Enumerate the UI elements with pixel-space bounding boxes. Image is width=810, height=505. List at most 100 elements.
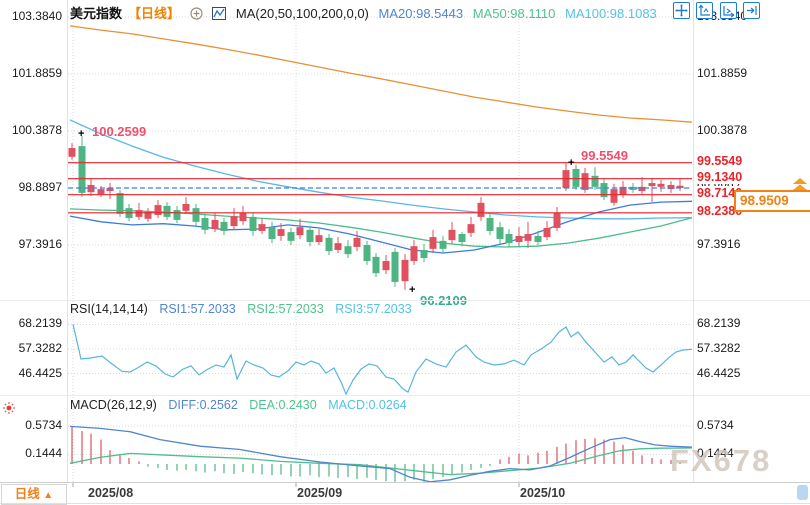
candle-body [410, 246, 418, 262]
price-axis-label: 97.3916 [18, 236, 62, 251]
candle-body [363, 245, 371, 262]
chart-header: 美元指数 【日线】 MA(20,50,100,200,0,0) MA20:98.5… [70, 3, 663, 23]
pan-icon[interactable] [673, 2, 690, 19]
candle-body [211, 219, 219, 230]
diff-value: DIFF:0.2562 [168, 398, 238, 412]
ma-overlay-icon[interactable] [212, 7, 227, 23]
price-level-label: 99.5549 [697, 153, 743, 168]
price-axis-label: 97.3916 [697, 236, 741, 251]
rsi2-value: RSI2:57.2033 [247, 302, 324, 316]
macd-settings-icon[interactable] [2, 401, 16, 420]
ma20-value: MA20:98.5443 [378, 6, 464, 21]
candle-body [581, 173, 589, 190]
candle-body [154, 205, 162, 215]
candle-body [534, 235, 542, 243]
candle-body [353, 237, 361, 247]
candle-body [306, 229, 314, 243]
candle-body [458, 234, 466, 243]
macd-axis-label: 0.1444 [25, 446, 62, 461]
price-axis-label: 101.8859 [697, 66, 748, 81]
candle-body [173, 210, 181, 220]
rsi-axis-label: 68.2139 [18, 316, 62, 331]
candle-body [249, 216, 257, 231]
candle-body [486, 218, 494, 231]
candle-body [420, 249, 428, 258]
candle-body [182, 203, 190, 211]
ma-formula: MA(20,50,100,200,0,0) [235, 6, 369, 21]
candle-body [477, 202, 485, 217]
candle-body [391, 251, 399, 282]
rsi-axis-label: 68.2139 [697, 316, 741, 331]
candle-body [467, 224, 475, 233]
jump-to-latest-icon[interactable] [792, 177, 808, 196]
candle-body [372, 256, 380, 274]
dea-value: DEA:0.2430 [249, 398, 317, 412]
bottom-bar-bottom-border [0, 503, 810, 504]
diff-line [69, 425, 693, 483]
rsi-axis-label: 57.3282 [697, 341, 741, 355]
price-axis-label: 100.3878 [697, 123, 748, 137]
candle-body [344, 246, 352, 255]
candle-body [401, 259, 409, 282]
period-selector-button[interactable]: 日线 ▲ [1, 484, 67, 505]
candle-body [676, 185, 684, 188]
candle-body [163, 205, 171, 217]
candle-body [68, 148, 76, 157]
go-to-latest-icon[interactable] [743, 2, 761, 19]
candle-body [448, 229, 456, 241]
candle-body [572, 168, 580, 187]
macd-axis-label: 0.1444 [697, 446, 734, 461]
last-price-box: 98.9509 [734, 190, 810, 212]
candle-body [648, 183, 656, 187]
price-axis-label: 103.3840 [11, 9, 62, 24]
x-axis-label: 2025/08 [88, 486, 134, 500]
x-axis-label: 2025/10 [520, 486, 566, 500]
candle-body [439, 240, 447, 249]
scale-y-axis-icon[interactable] [696, 2, 714, 19]
low-marker-icon: + [409, 284, 416, 296]
candle-body [230, 216, 238, 227]
price-axis-label: 101.8859 [11, 66, 62, 81]
candle-body [258, 224, 266, 231]
candle-body [106, 187, 114, 192]
x-axis-label: 2025/09 [297, 486, 343, 500]
right-axis-edge [693, 0, 694, 482]
chart-toolbar [671, 2, 761, 20]
dea-line [69, 447, 693, 476]
candle-body [220, 221, 228, 231]
candle-body [268, 227, 276, 239]
candle-body [201, 218, 209, 230]
candle-body [334, 243, 342, 250]
candle-body [87, 184, 95, 193]
candle-body [657, 183, 665, 187]
scrollbar-thumb[interactable] [797, 485, 808, 500]
peak-marker-icon: + [568, 157, 575, 169]
macd-value: MACD:0.0264 [328, 398, 407, 412]
ma200-line [69, 25, 693, 123]
watermark: FX678 [670, 443, 772, 478]
rsi-axis-label: 57.3282 [18, 341, 62, 355]
peak-annotation: 99.5549 [581, 148, 628, 163]
candle-body [610, 189, 618, 203]
candle-body [78, 146, 86, 193]
candle-body [287, 232, 295, 241]
macd-header: MACD(26,12,9) DIFF:0.2562 DEA:0.2430 MAC… [70, 398, 415, 412]
price-axis-label: 100.3878 [11, 123, 62, 137]
rsi-header: RSI(14,14,14) RSI1:57.2033 RSI2:57.2033 … [70, 302, 420, 316]
ma20-line [69, 200, 693, 254]
rsi1-value: RSI1:57.2033 [159, 302, 236, 316]
high-marker-icon: + [78, 128, 85, 140]
add-indicator-icon[interactable] [190, 7, 203, 23]
rsi-formula: RSI(14,14,14) [70, 302, 148, 316]
candle-body [619, 186, 627, 195]
price-level-label: 98.2380 [697, 203, 743, 218]
candle-body [239, 213, 247, 222]
rsi-macd-divider [0, 395, 810, 396]
scale-x-axis-icon[interactable] [719, 2, 737, 19]
candle-body [144, 211, 152, 219]
candle-body [515, 235, 523, 243]
symbol-title: 美元指数 [70, 6, 123, 21]
candle-body [600, 183, 608, 198]
